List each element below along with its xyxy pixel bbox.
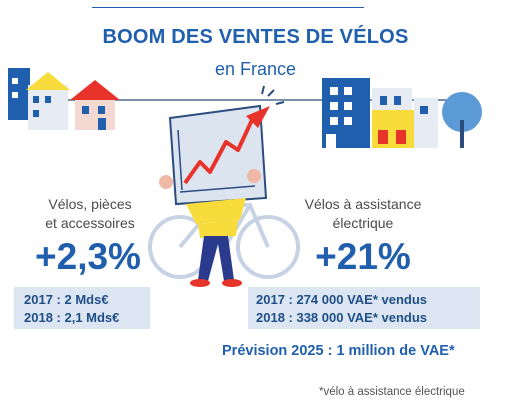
left-detail-2017: 2017 : 2 Mds€: [24, 292, 109, 307]
right-stat: +21%: [315, 236, 411, 277]
right-label-line2: électrique: [332, 215, 394, 231]
left-houses-illustration: [8, 68, 120, 130]
growth-chart-board: [168, 85, 285, 206]
left-label: Vélos, pièces et accessoires: [10, 195, 170, 233]
right-detail-2017: 2017 : 274 000 VAE* vendus: [256, 292, 428, 307]
footnote: *vélo à assistance électrique: [319, 386, 465, 398]
right-label-line1: Vélos à assistance: [304, 196, 422, 212]
left-stat: +2,3%: [35, 236, 141, 277]
top-rule: [92, 7, 364, 8]
forecast-text: Prévision 2025 : 1 million de VAE*: [222, 343, 455, 359]
right-detail-box: 2017 : 274 000 VAE* vendus 2018 : 338 00…: [248, 287, 480, 329]
right-detail-2018: 2018 : 338 000 VAE* vendus: [256, 310, 428, 325]
left-detail-box: 2017 : 2 Mds€ 2018 : 2,1 Mds€: [14, 287, 150, 329]
right-buildings-illustration: [322, 78, 482, 148]
cycling-growth-illustration: [8, 68, 482, 287]
left-label-line1: Vélos, pièces: [48, 196, 132, 212]
left-label-line2: et accessoires: [45, 215, 135, 231]
left-detail-2018: 2018 : 2,1 Mds€: [24, 310, 120, 325]
infographic-title: BOOM DES VENTES DE VÉLOS: [102, 26, 409, 48]
right-label: Vélos à assistance électrique: [278, 195, 448, 233]
infographic-subtitle: en France: [214, 59, 297, 79]
person-holding-chart: [159, 169, 261, 287]
